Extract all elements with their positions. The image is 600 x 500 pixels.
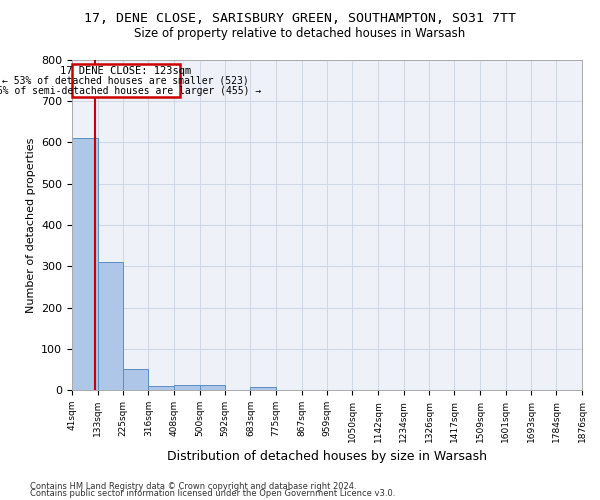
- Text: Size of property relative to detached houses in Warsash: Size of property relative to detached ho…: [134, 28, 466, 40]
- Bar: [72, 138, 98, 390]
- Bar: [148, 386, 174, 390]
- Text: Contains public sector information licensed under the Open Government Licence v3: Contains public sector information licen…: [30, 490, 395, 498]
- Text: 46% of semi-detached houses are larger (455) →: 46% of semi-detached houses are larger (…: [0, 86, 261, 96]
- Bar: [200, 384, 225, 390]
- Y-axis label: Number of detached properties: Number of detached properties: [26, 138, 35, 312]
- Bar: [98, 262, 123, 390]
- Bar: [174, 384, 200, 390]
- Text: 17 DENE CLOSE: 123sqm: 17 DENE CLOSE: 123sqm: [60, 66, 191, 76]
- Text: ← 53% of detached houses are smaller (523): ← 53% of detached houses are smaller (52…: [2, 76, 249, 86]
- FancyBboxPatch shape: [72, 64, 179, 97]
- Text: Contains HM Land Registry data © Crown copyright and database right 2024.: Contains HM Land Registry data © Crown c…: [30, 482, 356, 491]
- Bar: [123, 370, 148, 390]
- Text: 17, DENE CLOSE, SARISBURY GREEN, SOUTHAMPTON, SO31 7TT: 17, DENE CLOSE, SARISBURY GREEN, SOUTHAM…: [84, 12, 516, 26]
- X-axis label: Distribution of detached houses by size in Warsash: Distribution of detached houses by size …: [167, 450, 487, 463]
- Bar: [250, 386, 276, 390]
